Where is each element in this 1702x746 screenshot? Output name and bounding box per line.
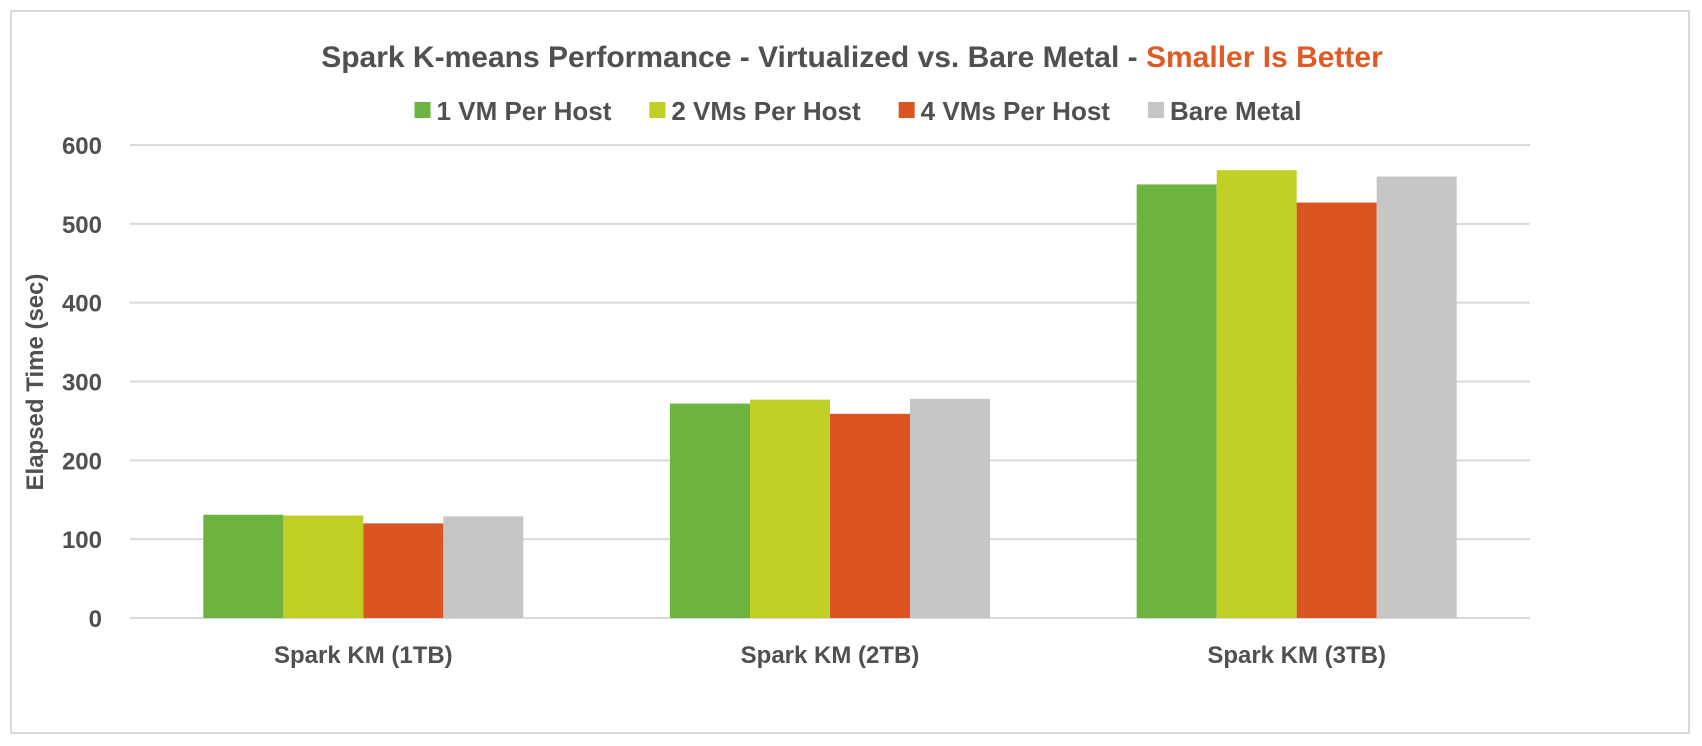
bar-2-2 xyxy=(750,399,830,618)
bar-2-4 xyxy=(910,398,990,618)
legend-label-1: 1 VM Per Host xyxy=(437,96,612,126)
bar-1-1 xyxy=(203,514,284,618)
legend-item-3: 4 VMs Per Host xyxy=(898,96,1111,126)
legend-swatch-2 xyxy=(649,102,666,118)
chart-frame: Spark K-means Performance - Virtualized … xyxy=(10,10,1690,734)
y-tick-200: 200 xyxy=(62,448,102,475)
y-tick-400: 400 xyxy=(62,291,102,318)
bars xyxy=(203,170,1457,619)
x-tick-2: Spark KM (2TB) xyxy=(741,642,920,669)
bar-2-3 xyxy=(830,413,910,618)
bar-1-4 xyxy=(443,516,524,618)
legend-label-2: 2 VMs Per Host xyxy=(671,96,861,126)
y-axis-ticks: 0 100 200 300 400 500 600 xyxy=(62,133,102,633)
legend-swatch-3 xyxy=(898,102,915,118)
legend-label-4: Bare Metal xyxy=(1170,96,1302,126)
bar-1-3 xyxy=(363,523,444,618)
x-tick-3: Spark KM (3TB) xyxy=(1207,642,1386,669)
bar-3-4 xyxy=(1376,176,1457,619)
x-axis-labels: Spark KM (1TB) Spark KM (2TB) Spark KM (3T… xyxy=(274,642,1386,669)
bar-chart: Spark K-means Performance - Virtualized … xyxy=(22,41,1530,669)
x-tick-1: Spark KM (1TB) xyxy=(274,642,453,669)
legend-item-1: 1 VM Per Host xyxy=(414,96,612,126)
y-tick-500: 500 xyxy=(62,212,102,239)
chart-title-main: Spark K-means Performance - Virtualized … xyxy=(321,41,1146,74)
y-tick-600: 600 xyxy=(62,133,102,160)
y-tick-100: 100 xyxy=(62,527,102,554)
bar-3-3 xyxy=(1296,202,1377,618)
bar-2-1 xyxy=(670,403,750,618)
y-axis-title: Elapsed Time (sec) xyxy=(22,274,49,491)
legend: 1 VM Per Host 2 VMs Per Host 4 VMs Per Hos… xyxy=(414,96,1302,126)
chart-title-highlight: Smaller Is Better xyxy=(1146,41,1383,74)
bar-3-2 xyxy=(1216,170,1297,618)
bar-3-1 xyxy=(1136,184,1217,618)
bar-1-2 xyxy=(283,515,364,618)
y-tick-300: 300 xyxy=(62,370,102,397)
chart-title: Spark K-means Performance - Virtualized … xyxy=(321,41,1383,74)
legend-item-2: 2 VMs Per Host xyxy=(649,96,861,126)
y-tick-0: 0 xyxy=(89,606,102,633)
legend-swatch-1 xyxy=(414,102,431,118)
legend-label-3: 4 VMs Per Host xyxy=(921,96,1111,126)
legend-item-4: Bare Metal xyxy=(1147,96,1302,126)
legend-swatch-4 xyxy=(1147,102,1164,118)
